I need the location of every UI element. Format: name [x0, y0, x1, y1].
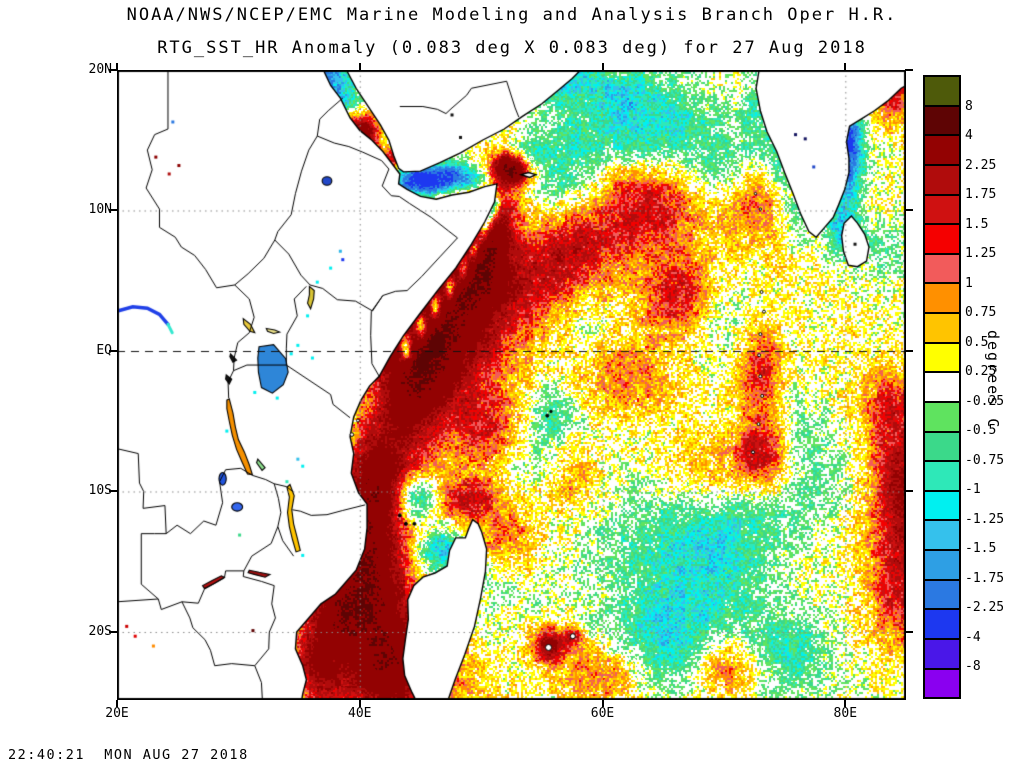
lon-tick-bottom-80E	[844, 700, 847, 707]
colorbar-label-0.5: 0.5	[965, 334, 989, 350]
colorbar-label-4: 4	[965, 128, 973, 144]
lon-tick-bottom-20E	[116, 700, 118, 707]
colorbar-cell-14	[925, 491, 959, 522]
colorbar-label-8: 8	[965, 98, 973, 114]
colorbar-label--0.75: -0.75	[965, 452, 1005, 468]
colorbar-label--1: -1	[965, 482, 981, 498]
colorbar-label-1.5: 1.5	[965, 216, 989, 232]
colorbar-label-0.75: 0.75	[965, 305, 997, 321]
lat-label-20N: 20N	[88, 62, 112, 77]
colorbar-cell-18	[925, 610, 959, 640]
colorbar-label-1: 1	[965, 275, 973, 291]
timestamp: 22:40:21 MON AUG 27 2018	[8, 747, 249, 763]
lat-label-10N: 10N	[88, 202, 112, 218]
lat-label-10S: 10S	[88, 483, 112, 499]
colorbar-label--1.5: -1.5	[965, 541, 997, 557]
colorbar-cell-16	[925, 551, 959, 581]
colorbar-label-1.25: 1.25	[965, 246, 997, 262]
colorbar-label--1.75: -1.75	[965, 570, 1005, 586]
colorbar-cell-4	[925, 195, 959, 226]
lat-tick-right-10N	[905, 209, 913, 212]
lon-tick-top-20E	[116, 63, 118, 70]
lon-label-80E: 80E	[833, 706, 858, 721]
colorbar-label--8: -8	[965, 659, 981, 675]
lat-tick-left-20N	[109, 69, 117, 71]
colorbar-label-2.25: 2.25	[965, 157, 997, 173]
colorbar-cell-8	[925, 314, 959, 344]
colorbar-label--1.25: -1.25	[965, 511, 1005, 527]
colorbar-cell-15	[925, 521, 959, 551]
colorbar-cell-2	[925, 136, 959, 166]
lat-tick-right-10S	[905, 490, 913, 493]
page-title: NOAA/NWS/NCEP/EMC Marine Modeling and An…	[126, 5, 898, 25]
colorbar-cell-1	[925, 106, 959, 137]
colorbar-cell-20	[925, 669, 959, 698]
lon-label-40E: 40E	[348, 706, 372, 721]
colorbar-label--2.25: -2.25	[965, 600, 1005, 616]
lat-label-20S: 20S	[88, 623, 112, 639]
colorbar-label--0.5: -0.5	[965, 423, 997, 439]
colorbar-label--4: -4	[965, 629, 981, 645]
colorbar-cell-12	[925, 432, 959, 463]
colorbar-cell-10	[925, 373, 959, 403]
colorbar-cell-13	[925, 462, 959, 492]
lat-tick-right-20S	[905, 630, 913, 633]
colorbar-label--0.25: -0.25	[965, 393, 1005, 409]
colorbar-cell-6	[925, 254, 959, 285]
colorbar-cell-17	[925, 580, 959, 611]
lat-tick-left-10N	[109, 209, 117, 212]
colorbar-title: degrees C	[984, 330, 1002, 430]
colorbar-cell-3	[925, 165, 959, 196]
lat-tick-right-EQ	[905, 349, 913, 352]
colorbar-cell-0	[925, 77, 959, 107]
colorbar-label-1.75: 1.75	[965, 187, 997, 203]
sst-anomaly-map-canvas	[117, 70, 906, 700]
colorbar-cell-11	[925, 402, 959, 433]
lat-tick-left-10S	[109, 490, 117, 493]
lat-label-EQ: EQ	[96, 342, 112, 358]
lat-tick-right-20N	[905, 69, 913, 71]
lon-tick-top-80E	[844, 63, 847, 70]
colorbar-cell-19	[925, 639, 959, 670]
lon-tick-top-40E	[358, 63, 361, 70]
lon-tick-top-60E	[601, 63, 604, 70]
map-title: RTG_SST_HR Anomaly (0.083 deg X 0.083 de…	[157, 38, 867, 58]
colorbar-label-0.25: 0.25	[965, 364, 997, 380]
colorbar	[923, 75, 961, 699]
lon-tick-bottom-60E	[601, 700, 604, 707]
lat-tick-left-EQ	[109, 349, 117, 352]
colorbar-cell-5	[925, 225, 959, 255]
colorbar-cell-7	[925, 284, 959, 314]
lon-label-20E: 20E	[105, 706, 129, 721]
colorbar-cell-9	[925, 343, 959, 374]
lat-tick-left-20S	[109, 630, 117, 633]
lon-tick-bottom-40E	[358, 700, 361, 707]
lon-label-60E: 60E	[590, 706, 615, 721]
